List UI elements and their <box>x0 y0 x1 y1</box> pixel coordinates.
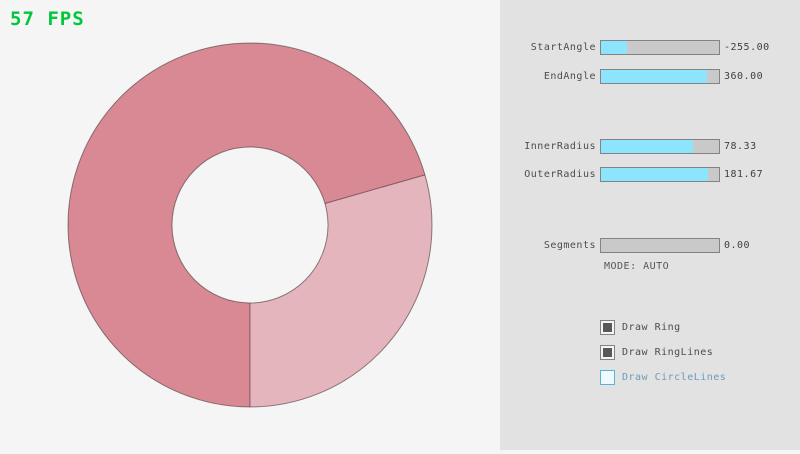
outer-radius-slider-fill <box>601 168 709 181</box>
draw-circlelines-checkbox[interactable] <box>600 370 615 385</box>
start-angle-value: -255.00 <box>724 42 770 53</box>
inner-radius-slider[interactable] <box>600 139 720 154</box>
end-angle-label: EndAngle <box>543 71 596 82</box>
segments-label: Segments <box>543 240 596 251</box>
ring-radial-line-upper <box>324 174 426 204</box>
outer-radius-value: 181.67 <box>724 169 764 180</box>
ring-graphic <box>67 42 433 408</box>
segments-value: 0.00 <box>724 240 751 251</box>
slider-row-outer-radius: OuterRadius 181.67 <box>500 167 800 182</box>
render-canvas: 57 FPS <box>10 8 433 408</box>
draw-ring-label: Draw Ring <box>622 322 681 333</box>
inner-radius-slider-fill <box>601 140 694 153</box>
draw-ringlines-label: Draw RingLines <box>622 347 714 358</box>
slider-row-segments: Segments 0.00 <box>500 238 800 253</box>
start-angle-slider-fill <box>601 41 627 54</box>
draw-circlelines-label: Draw CircleLines <box>622 372 727 383</box>
draw-ringlines-checkbox[interactable] <box>600 345 615 360</box>
start-angle-slider[interactable] <box>600 40 720 55</box>
ring-fill-light-sector <box>250 174 433 408</box>
start-angle-label: StartAngle <box>530 42 596 53</box>
controls-panel: StartAngle -255.00 EndAngle 360.00 Inner… <box>500 0 800 450</box>
outer-radius-label: OuterRadius <box>524 169 596 180</box>
end-angle-slider[interactable] <box>600 69 720 84</box>
draw-ring-checkbox[interactable] <box>600 320 615 335</box>
slider-row-start-angle: StartAngle -255.00 <box>500 40 800 55</box>
fps-counter: 57 FPS <box>10 8 85 30</box>
ring-outer-outline <box>67 42 433 408</box>
end-angle-value: 360.00 <box>724 71 764 82</box>
ring-inner-outline <box>171 146 329 304</box>
outer-radius-slider[interactable] <box>600 167 720 182</box>
end-angle-slider-fill <box>601 70 708 83</box>
slider-row-end-angle: EndAngle 360.00 <box>500 69 800 84</box>
inner-radius-value: 78.33 <box>724 141 757 152</box>
segments-mode-label: MODE: AUTO <box>604 261 670 272</box>
inner-radius-label: InnerRadius <box>524 141 596 152</box>
slider-row-inner-radius: InnerRadius 78.33 <box>500 139 800 154</box>
segments-slider[interactable] <box>600 238 720 253</box>
